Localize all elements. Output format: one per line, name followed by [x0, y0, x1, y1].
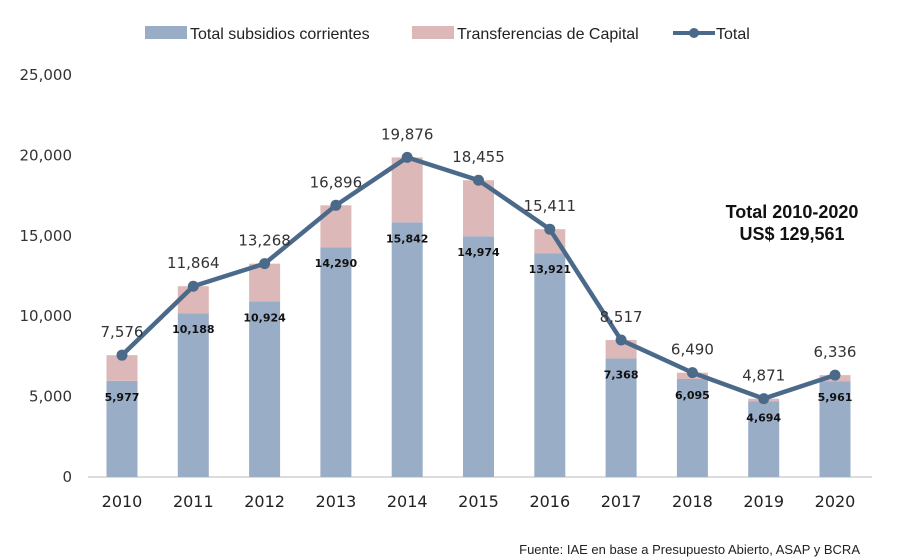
- legend-label-total: Total: [716, 26, 750, 43]
- bar-subsidios: [748, 401, 780, 477]
- total-value-label: 4,871: [742, 367, 785, 385]
- total-value-label: 16,896: [310, 173, 363, 191]
- x-tick-label: 2011: [173, 492, 214, 511]
- total-point: [758, 393, 770, 405]
- bar-subsidios: [819, 381, 851, 477]
- y-tick-label: 20,000: [20, 146, 73, 164]
- bar-subsidios: [177, 313, 209, 477]
- bar-subsidios: [605, 358, 637, 477]
- total-labels: 7,576 11,864 13,268 16,896 19,876 18,455 15,41…: [101, 125, 857, 384]
- x-tick-label: 2014: [387, 492, 428, 511]
- x-tick-label: 2018: [672, 492, 713, 511]
- x-tick-label: 2020: [815, 492, 856, 511]
- bar-value-label: 10,924: [243, 311, 286, 324]
- y-tick-label: 10,000: [20, 307, 73, 325]
- total-value-label: 6,336: [814, 343, 857, 361]
- bar-value-label: 10,188: [172, 323, 214, 336]
- x-axis: 2010 2011 2012 2013 2014 2015 2016 2017 2018 2019…: [102, 492, 856, 511]
- total-point: [829, 369, 841, 381]
- bar-subsidios: [249, 301, 281, 477]
- total-point: [544, 223, 556, 235]
- bar-value-label: 7,368: [604, 369, 639, 382]
- legend: Total subsidios corrientes Transferencia…: [145, 26, 750, 43]
- annotation-line1: Total 2010-2020: [726, 202, 859, 222]
- y-axis: 0 5,000 10,000 15,000 20,000 25,000: [20, 66, 73, 486]
- total-point: [259, 258, 271, 270]
- total-point: [116, 349, 128, 361]
- legend-swatch-subsidios: [145, 26, 187, 39]
- bar-value-label: 15,842: [386, 232, 428, 245]
- bar-subsidios: [463, 236, 494, 477]
- x-tick-label: 2015: [458, 492, 499, 511]
- total-point: [615, 334, 627, 346]
- x-tick-label: 2016: [529, 492, 570, 511]
- bar-value-label: 4,694: [746, 412, 781, 425]
- y-tick-label: 5,000: [29, 388, 72, 406]
- total-line: [116, 151, 841, 405]
- legend-label-transferencias: Transferencias de Capital: [457, 26, 639, 43]
- total-value-label: 15,411: [524, 197, 577, 215]
- x-tick-label: 2017: [601, 492, 642, 511]
- bar-transferencias: [249, 263, 281, 302]
- bar-value-label: 6,095: [675, 389, 710, 402]
- total-point: [686, 367, 698, 379]
- legend-marker-total: [689, 28, 699, 38]
- total-point: [401, 151, 413, 163]
- legend-label-subsidios: Total subsidios corrientes: [190, 26, 370, 43]
- bar-value-label: 5,961: [818, 391, 853, 404]
- source-note: Fuente: IAE en base a Presupuesto Abiert…: [519, 542, 860, 557]
- total-value-label: 13,268: [238, 232, 291, 250]
- total-point: [187, 280, 199, 292]
- total-point: [330, 199, 342, 211]
- bar-subsidios: [320, 247, 352, 477]
- x-tick-label: 2013: [316, 492, 357, 511]
- bar-transferencias: [534, 229, 566, 254]
- total-value-label: 18,455: [452, 148, 505, 166]
- y-tick-label: 0: [62, 468, 72, 486]
- bar-transferencias: [391, 157, 423, 223]
- x-tick-label: 2012: [244, 492, 285, 511]
- total-value-label: 11,864: [167, 254, 220, 272]
- bar-value-label: 13,921: [529, 263, 571, 276]
- bar-labels: 5,977 10,188 10,924 14,290 15,842 14,974 13,92…: [105, 232, 853, 424]
- bar-subsidios: [106, 380, 138, 477]
- total-point: [473, 174, 484, 186]
- total-annotation: Total 2010-2020 US$ 129,561: [726, 202, 859, 244]
- total-value-label: 7,576: [101, 323, 144, 341]
- bar-value-label: 14,974: [457, 246, 500, 259]
- total-value-label: 19,876: [381, 125, 434, 143]
- bar-value-label: 5,977: [105, 391, 140, 404]
- legend-swatch-transferencias: [412, 26, 454, 39]
- bar-value-label: 14,290: [315, 257, 358, 270]
- bar-subsidios: [534, 253, 566, 477]
- total-value-label: 6,490: [671, 341, 714, 359]
- y-tick-label: 25,000: [20, 66, 73, 84]
- total-value-label: 8,517: [600, 308, 643, 326]
- annotation-line2: US$ 129,561: [739, 224, 844, 244]
- bar-subsidios: [676, 378, 708, 477]
- bar-subsidios: [391, 222, 423, 477]
- y-tick-label: 15,000: [20, 227, 73, 245]
- x-tick-label: 2019: [743, 492, 784, 511]
- bars: [106, 157, 851, 477]
- x-tick-label: 2010: [102, 492, 143, 511]
